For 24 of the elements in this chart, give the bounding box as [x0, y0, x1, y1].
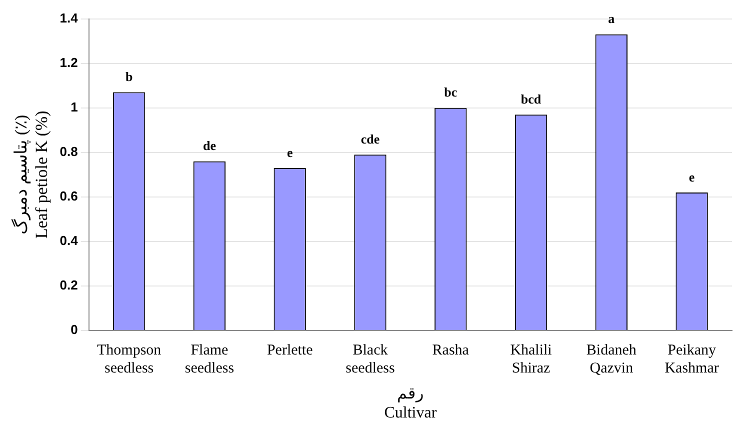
annotation: de: [202, 138, 216, 154]
annotation: bcd: [520, 91, 542, 106]
y-tick-label: 0.4: [60, 233, 79, 248]
x-tick-label: Perlette: [266, 342, 314, 359]
y-tick-label: 1: [70, 99, 78, 114]
y-tick-label: 0: [70, 322, 78, 338]
annotation: cde: [360, 132, 380, 147]
annotation: b: [125, 69, 133, 84]
x-tick-label: Thompson seedless: [96, 342, 162, 377]
x-tick-label: Bidaneh Qazvin: [586, 342, 637, 377]
x-tick-label: Peikany Kashmar: [664, 342, 719, 377]
x-tick-label: Rasha: [432, 342, 470, 359]
annotation: bc: [444, 84, 458, 100]
annotation: e: [688, 169, 695, 184]
annotation: a: [608, 11, 616, 26]
y-tick-label: 0.8: [60, 144, 78, 160]
y-tick-label: 1.2: [60, 54, 78, 70]
x-tick-label: Black seedless: [346, 342, 395, 377]
x-tick-label: Khalili Shiraz: [510, 342, 552, 377]
y-tick-label: 1.4: [60, 10, 79, 26]
x-tick-label: Flame seedless: [184, 342, 234, 377]
y-tick-label: 0.6: [60, 188, 78, 204]
annotation: e: [286, 144, 293, 160]
y-tick-label: 0.2: [60, 278, 78, 293]
